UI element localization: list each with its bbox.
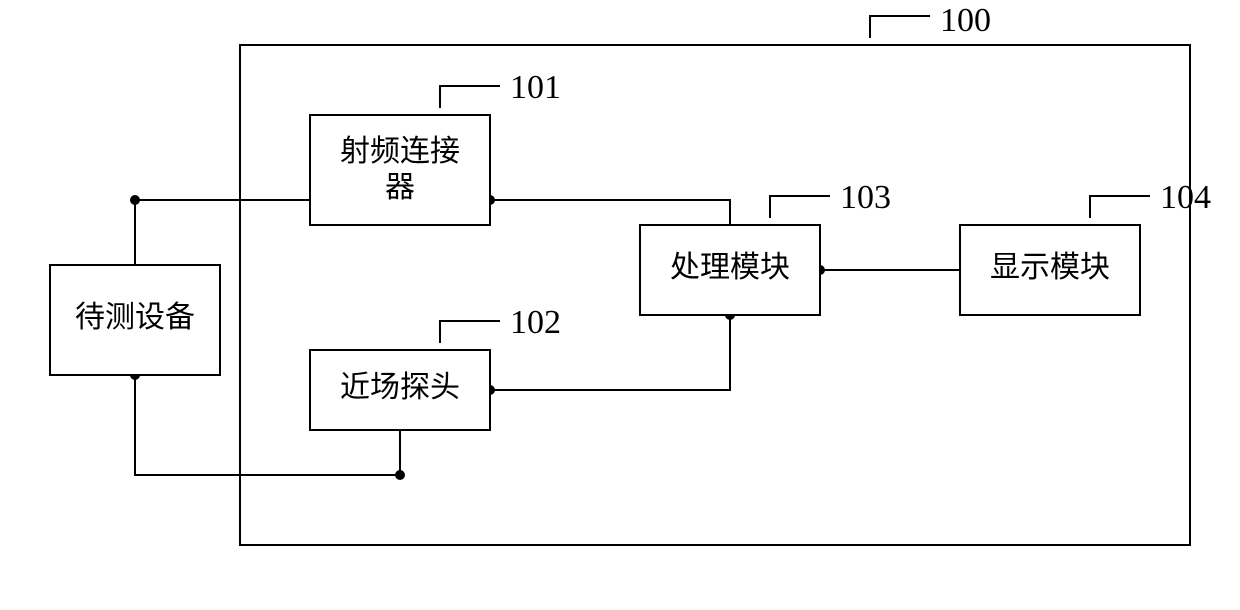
block-label: 处理模块 <box>670 251 790 284</box>
block-label: 器 <box>385 171 415 204</box>
ref-number-102: 102 <box>510 304 561 341</box>
ref-number-100: 100 <box>940 2 991 39</box>
ref-leader-100 <box>870 16 930 38</box>
block-label: 待测设备 <box>75 301 195 334</box>
block-label: 显示模块 <box>990 251 1110 284</box>
block-label: 射频连接 <box>340 135 460 168</box>
ref-number-101: 101 <box>510 69 561 106</box>
block-diagram: 100 待测设备 射频连接器 101 近场探头 102 处理模块 103 显示模块 104 <box>0 0 1240 610</box>
junction-dot <box>395 470 405 480</box>
block-label: 近场探头 <box>340 371 460 404</box>
ref-number-104: 104 <box>1160 179 1211 216</box>
ref-number-103: 103 <box>840 179 891 216</box>
junction-dot <box>130 195 140 205</box>
